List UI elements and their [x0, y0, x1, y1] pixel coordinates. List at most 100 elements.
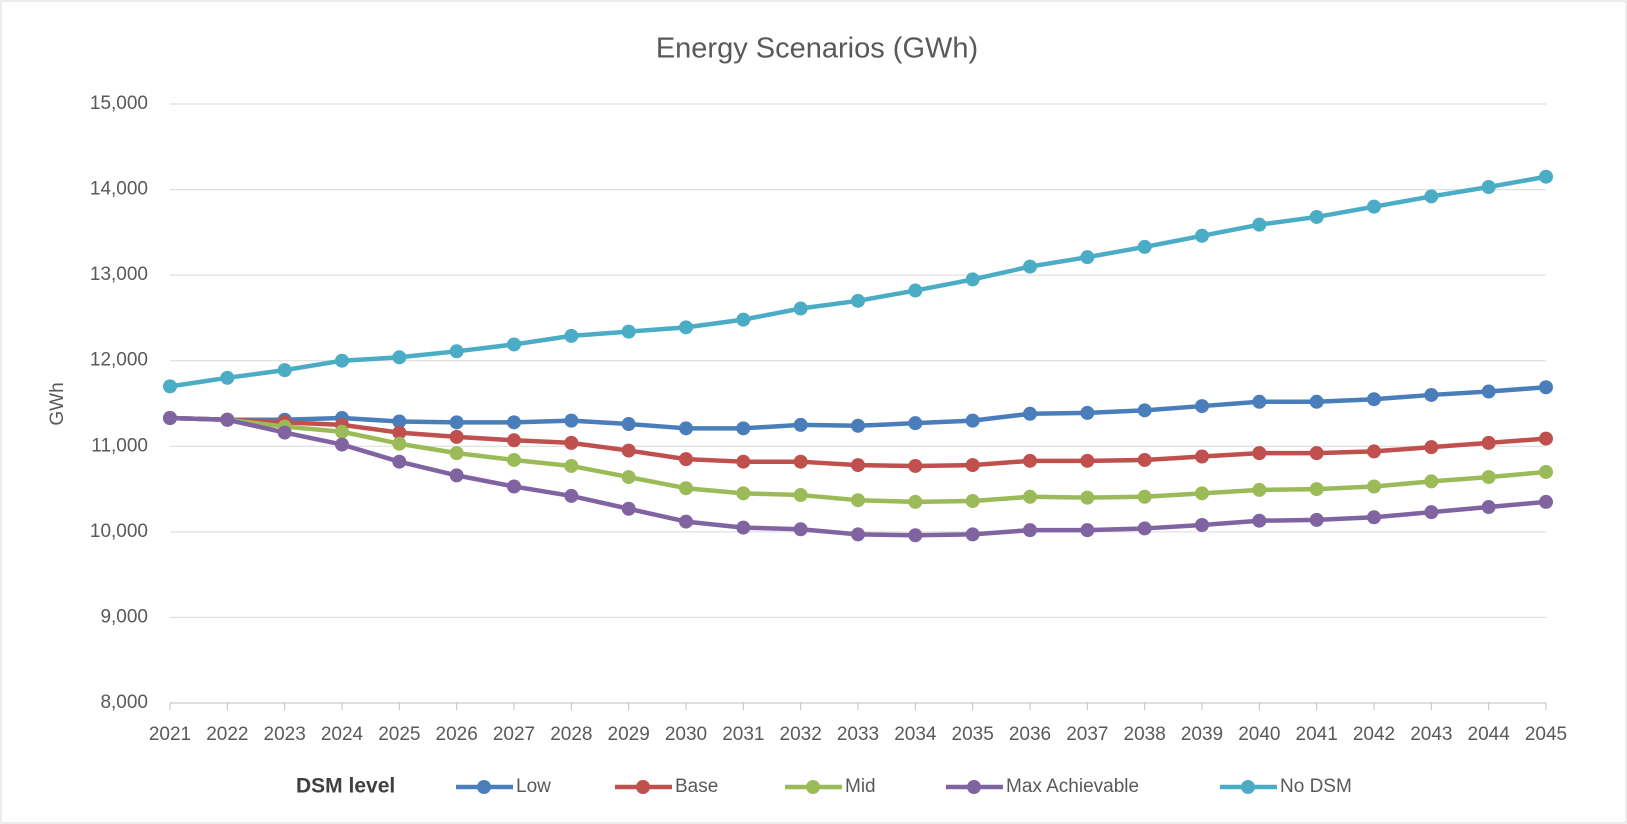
data-point: [1023, 406, 1037, 421]
data-point: [793, 417, 808, 432]
data-point: [1195, 518, 1209, 533]
data-point: [1424, 505, 1439, 520]
data-point: [1424, 387, 1439, 402]
data-point: [277, 425, 292, 440]
data-point: [1023, 259, 1037, 274]
x-tick-label: 2032: [780, 724, 822, 745]
data-point: [1367, 479, 1381, 494]
data-point: [564, 435, 579, 450]
data-point: [449, 468, 464, 483]
x-tick-label: 2037: [1066, 724, 1108, 745]
data-point: [1539, 464, 1553, 479]
x-tick-label: 2045: [1525, 724, 1567, 745]
x-tick-label: 2031: [722, 724, 764, 745]
x-tick-label: 2040: [1238, 724, 1280, 745]
data-point: [1481, 470, 1496, 485]
legend-marker: [1241, 780, 1255, 794]
data-point: [679, 421, 693, 436]
data-point: [1424, 189, 1439, 204]
data-point: [851, 458, 865, 473]
data-point: [679, 481, 693, 496]
legend-marker: [636, 780, 650, 794]
legend-marker: [477, 780, 491, 794]
legend-label: Base: [675, 776, 718, 797]
x-tick-label: 2033: [837, 724, 879, 745]
data-point: [1137, 452, 1152, 467]
data-point: [392, 425, 407, 440]
data-point: [1309, 394, 1324, 409]
x-tick-label: 2038: [1124, 724, 1166, 745]
x-tick-label: 2042: [1353, 724, 1395, 745]
data-point: [277, 363, 292, 378]
data-point: [793, 488, 808, 503]
data-point: [965, 494, 980, 509]
data-point: [1080, 453, 1095, 468]
data-point: [1481, 180, 1496, 195]
data-point: [1309, 512, 1324, 527]
data-point: [335, 437, 349, 452]
data-point: [1252, 482, 1267, 497]
data-point: [507, 337, 521, 352]
data-point: [1367, 199, 1381, 214]
data-point: [1424, 474, 1439, 489]
data-point: [1252, 217, 1267, 232]
data-point: [679, 452, 693, 467]
data-point: [1195, 449, 1209, 464]
data-point: [1023, 523, 1037, 538]
legend-label: Low: [516, 776, 551, 797]
data-point: [851, 293, 865, 308]
data-point: [736, 312, 751, 327]
data-point: [851, 493, 865, 508]
data-point: [1080, 405, 1095, 420]
data-point: [1367, 444, 1381, 459]
data-point: [621, 417, 636, 432]
data-point: [1539, 431, 1553, 446]
data-point: [507, 415, 521, 430]
x-tick-label: 2041: [1296, 724, 1338, 745]
data-point: [449, 446, 464, 461]
data-point: [621, 470, 636, 485]
data-point: [1080, 250, 1095, 265]
data-point: [965, 272, 980, 287]
data-point: [1080, 523, 1095, 538]
data-point: [1137, 239, 1152, 254]
data-point: [965, 527, 980, 542]
y-tick-label: 9,000: [100, 606, 148, 627]
data-point: [1137, 521, 1152, 536]
data-point: [1023, 453, 1037, 468]
data-point: [1195, 486, 1209, 501]
data-point: [793, 301, 808, 316]
legend-label: No DSM: [1280, 776, 1352, 797]
data-point: [851, 527, 865, 542]
data-point: [965, 458, 980, 473]
x-tick-label: 2027: [493, 724, 535, 745]
data-point: [621, 501, 636, 516]
x-tick-label: 2022: [206, 724, 248, 745]
data-point: [1137, 403, 1152, 418]
data-point: [1424, 440, 1439, 455]
data-point: [851, 418, 865, 433]
data-point: [449, 415, 464, 430]
data-point: [908, 283, 923, 298]
data-point: [392, 414, 407, 429]
data-point: [1252, 394, 1267, 409]
data-point: [449, 429, 464, 444]
data-point: [1309, 482, 1324, 497]
data-point: [1080, 490, 1095, 505]
y-tick-label: 11,000: [91, 435, 148, 456]
y-tick-label: 13,000: [90, 264, 148, 285]
data-point: [163, 411, 177, 426]
y-tick-label: 14,000: [90, 179, 148, 200]
data-point: [1367, 392, 1381, 407]
x-tick-label: 2024: [321, 724, 364, 745]
x-tick-label: 2043: [1410, 724, 1452, 745]
data-point: [564, 488, 579, 503]
y-axis-label: GWh: [47, 382, 68, 425]
data-point: [1481, 435, 1496, 450]
legend-marker: [806, 780, 820, 794]
x-tick-label: 2021: [149, 724, 191, 745]
data-point: [908, 458, 923, 473]
legend-label: Mid: [845, 776, 876, 797]
data-point: [1023, 489, 1037, 504]
